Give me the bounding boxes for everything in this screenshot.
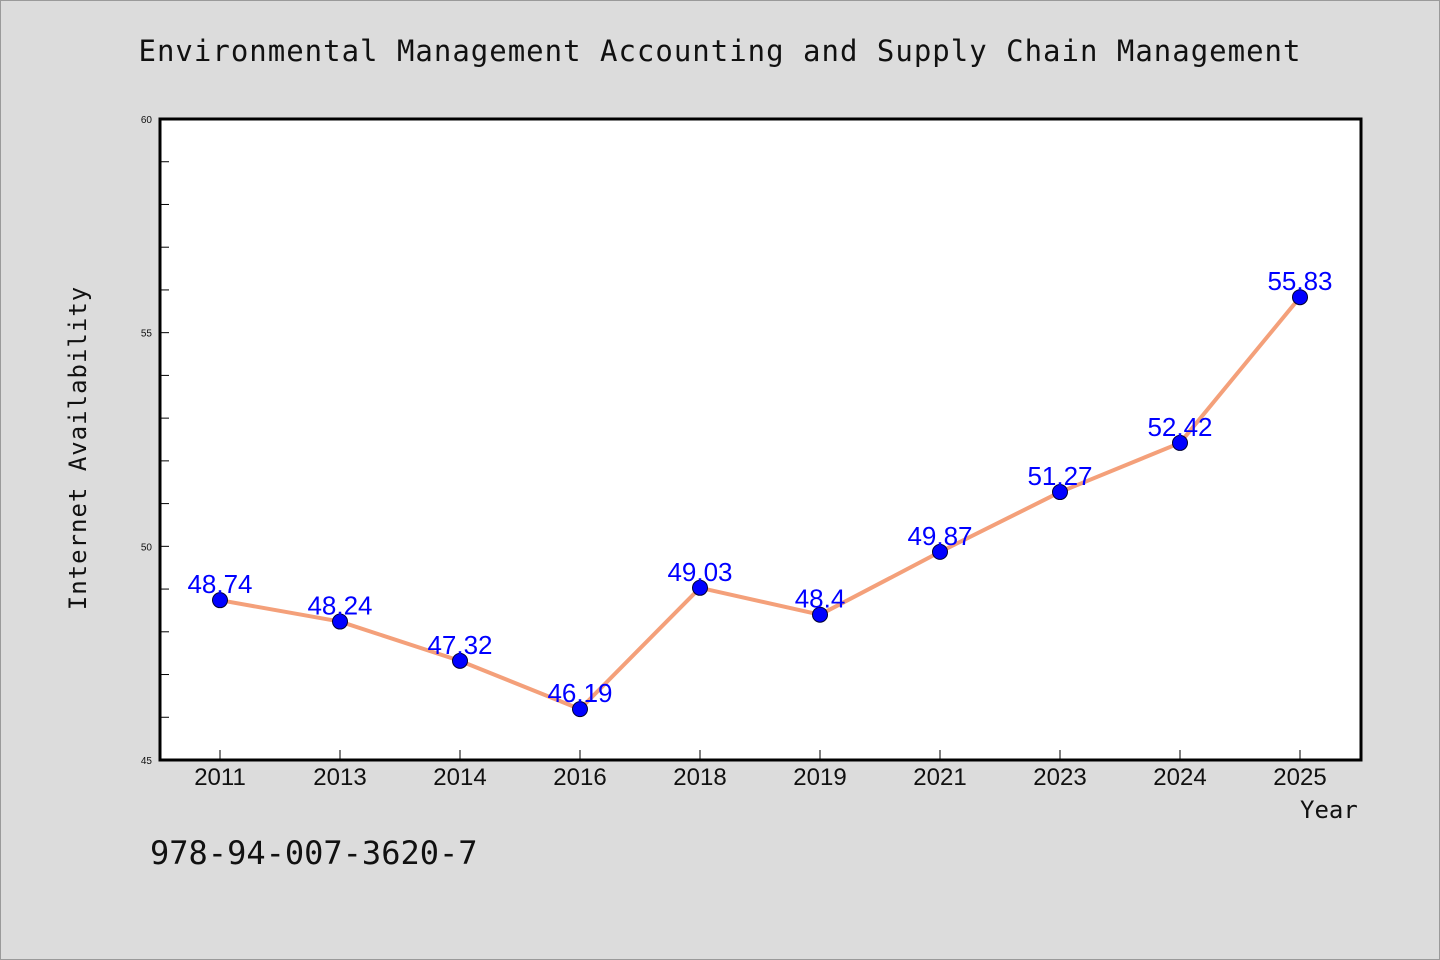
data-label: 52.42 — [1147, 412, 1212, 442]
data-labels: 48.74 48.24 47.32 46.19 49.03 48.4 49.87 51.27 5… — [187, 266, 1332, 708]
y-tick-label: 55 — [141, 329, 153, 340]
y-axis-ticks: 45 50 55 60 — [141, 115, 169, 767]
data-point — [212, 592, 228, 609]
data-point — [692, 579, 708, 596]
y-tick-label: 50 — [141, 542, 153, 553]
x-axis-label: Year — [1300, 796, 1358, 824]
data-point — [812, 606, 828, 623]
data-point — [1292, 289, 1308, 306]
data-point — [572, 701, 588, 718]
data-label: 46.19 — [547, 678, 612, 708]
x-tick-label: 2014 — [433, 764, 486, 791]
data-label: 48.24 — [307, 591, 372, 621]
x-tick-label: 2019 — [793, 764, 846, 791]
x-axis-ticks: 2011 2013 2014 2016 2018 2019 2021 2023 2024 2025 — [194, 750, 1327, 791]
y-tick-label: 60 — [141, 115, 153, 126]
series-markers — [212, 289, 1308, 718]
x-tick-label: 2021 — [913, 764, 966, 791]
data-point — [1172, 434, 1188, 451]
data-label: 48.74 — [187, 569, 252, 599]
x-tick-label: 2011 — [194, 764, 246, 791]
x-tick-label: 2025 — [1273, 764, 1326, 791]
plot-area — [158, 117, 1363, 762]
data-point — [332, 613, 348, 630]
x-tick-label: 2013 — [313, 764, 366, 791]
x-tick-label: 2024 — [1153, 764, 1206, 791]
x-tick-label: 2016 — [553, 764, 606, 791]
data-label: 51.27 — [1027, 461, 1092, 491]
data-label: 47.32 — [427, 630, 492, 660]
series-line — [219, 295, 1302, 712]
chart-title: Environmental Management Accounting and … — [138, 34, 1302, 68]
data-label: 48.4 — [795, 584, 846, 614]
data-point — [932, 543, 948, 560]
data-point — [452, 652, 468, 669]
data-label: 49.87 — [907, 521, 972, 551]
data-label: 55.83 — [1267, 266, 1332, 296]
footnote-text: 978-94-007-3620-7 — [150, 834, 478, 872]
y-tick-label: 45 — [141, 756, 153, 767]
x-tick-label: 2023 — [1033, 764, 1086, 791]
data-label: 49.03 — [667, 557, 732, 587]
data-point — [1052, 484, 1068, 501]
x-tick-label: 2018 — [673, 764, 726, 791]
